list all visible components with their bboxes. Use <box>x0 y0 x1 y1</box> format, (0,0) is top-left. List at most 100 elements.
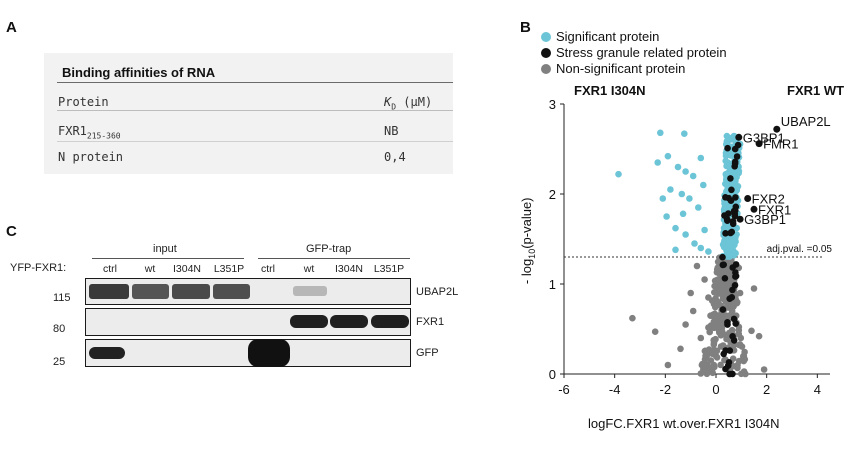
table-row-kd: NB <box>384 124 399 138</box>
table-row-protein: N protein <box>58 150 124 164</box>
sg-point <box>732 261 740 268</box>
sig-point <box>695 204 702 211</box>
x-tick-label: -6 <box>558 382 570 397</box>
sg-point <box>732 273 739 280</box>
blot-band <box>330 315 368 328</box>
mw-marker: 80 <box>53 323 66 335</box>
sg-point <box>724 319 731 326</box>
nonsig-point <box>736 341 744 348</box>
protein-range: 215-360 <box>86 131 121 141</box>
col-header-protein: Protein <box>58 95 109 109</box>
nonsig-point <box>697 334 705 342</box>
group-line-input <box>92 258 244 259</box>
nonsig-point <box>717 361 724 369</box>
sg-point <box>726 370 733 378</box>
x-tick-label: 4 <box>814 382 821 397</box>
sig-point <box>657 129 664 137</box>
sg-point <box>729 286 736 294</box>
nonsig-point <box>728 277 735 285</box>
sg-point <box>722 194 729 201</box>
lane-label: I304N <box>334 263 364 275</box>
nonsig-point <box>702 352 709 360</box>
kd-unit: (µM) <box>396 95 433 109</box>
table-top-rule <box>57 82 453 83</box>
sg-point <box>719 306 727 313</box>
sg-point <box>729 333 736 340</box>
nonsig-point <box>677 345 684 353</box>
sig-point <box>722 157 729 165</box>
legend-label: Non-significant protein <box>556 61 686 76</box>
blot-band <box>172 284 210 299</box>
nonsig-point <box>651 328 659 335</box>
protein-name: FXR1 <box>58 124 87 138</box>
group-label-input: input <box>153 243 177 255</box>
nonsig-point <box>705 294 712 301</box>
sig-point <box>672 246 679 254</box>
nonsig-point <box>708 365 716 373</box>
nonsig-point <box>700 366 707 373</box>
blot-label: UBAP2L <box>416 286 459 298</box>
kd-symbol: K <box>384 95 392 109</box>
sig-point <box>679 210 687 218</box>
nonsig-point <box>629 314 636 322</box>
sg-point <box>732 203 740 211</box>
condition-right: FXR1 WT <box>787 83 845 98</box>
sig-point <box>697 154 705 162</box>
nonsig-point <box>712 335 719 343</box>
sg-point <box>731 158 739 166</box>
nonsig-point <box>715 269 723 277</box>
sig-point <box>689 172 697 180</box>
blot-fxr1 <box>85 308 411 336</box>
sg-point <box>724 144 731 152</box>
sg-point <box>733 153 741 160</box>
sg-point <box>720 261 727 268</box>
lane-label: L351P <box>213 263 245 275</box>
nonsig-point <box>710 341 718 348</box>
nonsig-point <box>737 334 745 342</box>
table-header-rule <box>57 110 453 111</box>
sig-point <box>733 173 740 181</box>
blot-band <box>89 284 129 299</box>
sig-point <box>701 226 708 234</box>
nonsig-point <box>736 289 744 297</box>
legend-label: Stress granule related protein <box>556 45 727 60</box>
table-row-protein: FXR1215-360 <box>58 124 121 140</box>
lane-label: wt <box>144 263 156 275</box>
sig-point <box>682 231 689 238</box>
highlight-point <box>735 133 743 141</box>
sig-point <box>723 138 731 145</box>
sig-point <box>682 168 689 175</box>
highlight-label: FXR2 <box>752 192 785 207</box>
nonsig-point <box>716 325 723 332</box>
x-tick-label: 2 <box>763 382 770 397</box>
nonsig-point <box>738 370 745 378</box>
highlight-label: FMR1 <box>763 137 798 152</box>
nonsig-point <box>712 303 719 311</box>
nonsig-point <box>740 352 748 360</box>
binding-table <box>44 53 453 174</box>
nonsig-point <box>750 285 758 292</box>
highlight-label: UBAP2L <box>781 114 831 129</box>
legend-label: Significant protein <box>556 29 660 44</box>
highlight-point <box>750 205 758 213</box>
highlight-label: G3BP1 <box>744 212 786 227</box>
lane-label: ctrl <box>261 263 275 275</box>
blot-band <box>293 286 327 296</box>
panel-c-letter: C <box>6 223 17 240</box>
sg-point <box>722 230 729 237</box>
panel-a-letter: A <box>6 19 17 36</box>
lane-label: I304N <box>172 263 202 275</box>
table-title: Binding affinities of RNA <box>62 65 216 80</box>
sig-point <box>705 248 712 255</box>
sig-point <box>672 224 679 232</box>
nonsig-point <box>732 363 739 370</box>
sg-point <box>728 186 735 194</box>
sig-point <box>723 188 730 195</box>
sig-point <box>664 152 672 160</box>
lane-label: L351P <box>373 263 405 275</box>
sig-point <box>654 159 661 166</box>
group-line-trap <box>258 258 410 259</box>
legend-dot-stress-granule <box>541 48 551 58</box>
sig-point <box>721 239 729 247</box>
